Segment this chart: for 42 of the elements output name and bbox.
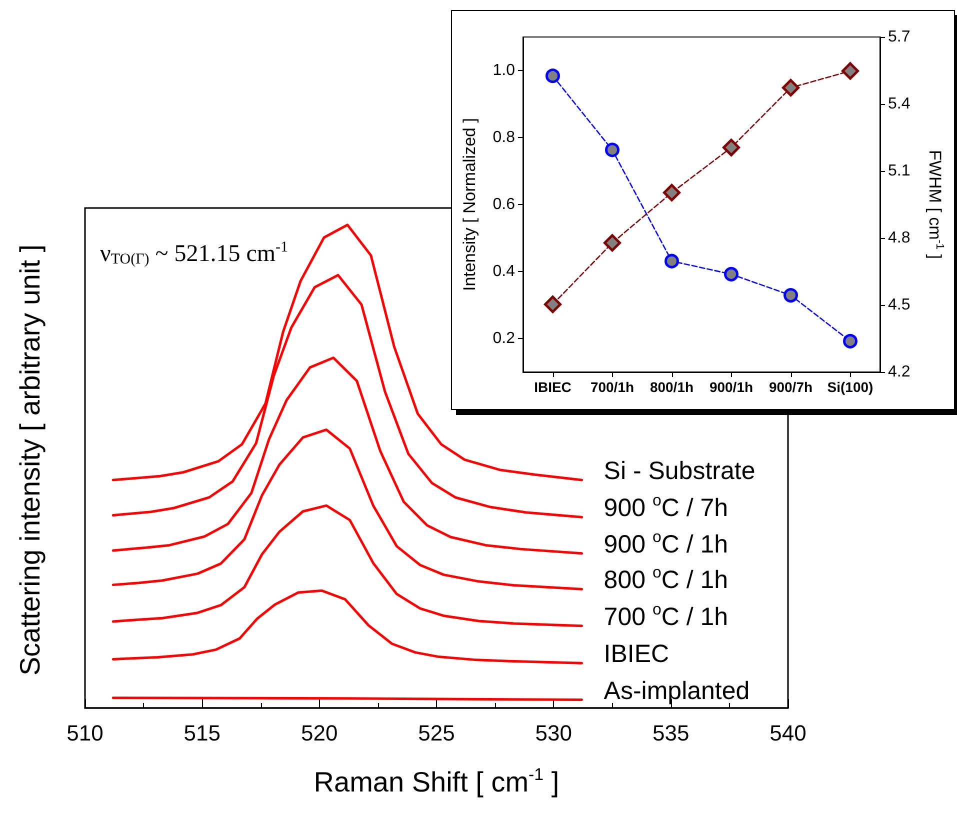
- x-tick-label: 520: [300, 720, 338, 746]
- x-tick-label: Si(100): [827, 379, 874, 395]
- point: [722, 138, 740, 156]
- y2-tick-label: 4.8: [888, 230, 910, 246]
- x-tick-label: 530: [535, 720, 572, 746]
- point: [663, 184, 680, 202]
- y2-axis-title: FWHM [ cm-1 ]: [926, 150, 946, 259]
- x-tick-label: 535: [652, 720, 690, 746]
- point: [782, 78, 800, 96]
- x-tick-label: 800/1h: [650, 379, 694, 395]
- x-tick-label: 900/1h: [709, 379, 754, 395]
- point: [784, 288, 798, 303]
- point: [842, 62, 859, 80]
- y-tick-label: 0.2: [492, 330, 516, 347]
- y-tick-label: 0.6: [492, 196, 516, 213]
- series-label: As-implanted: [604, 676, 750, 705]
- y2-tick-label: 5.4: [888, 96, 910, 112]
- x-tick-label: 510: [66, 720, 104, 746]
- y-axis-title: Intensity [ Normalized ]: [460, 118, 479, 291]
- point: [724, 266, 738, 282]
- point: [605, 142, 620, 158]
- y-tick-label: 0.4: [492, 263, 516, 280]
- point: [604, 234, 621, 252]
- point: [843, 334, 858, 348]
- x-tick-label: 540: [770, 720, 806, 746]
- x-tick-label: 900/7h: [768, 379, 813, 395]
- series-label: IBIEC: [604, 640, 670, 668]
- point: [544, 296, 562, 314]
- y2-tick-label: 4.5: [888, 296, 910, 314]
- y-tick-label: 1.0: [492, 62, 516, 79]
- x-tick-label: 525: [418, 720, 455, 746]
- point: [546, 68, 560, 84]
- y-axis-title: Scattering intensity [ arbitrary unit ]: [14, 244, 46, 676]
- y2-tick-label: 4.2: [888, 364, 910, 380]
- y2-tick-label: 5.7: [888, 28, 910, 46]
- y2-tick-label: 5.1: [888, 162, 910, 180]
- x-tick-label: IBIEC: [534, 379, 572, 395]
- y-tick-label: 0.8: [492, 129, 516, 146]
- x-tick-label: 700/1h: [590, 379, 634, 395]
- x-tick-label: 515: [184, 720, 221, 746]
- point: [664, 254, 679, 268]
- series-label: Si - Substrate: [604, 456, 756, 485]
